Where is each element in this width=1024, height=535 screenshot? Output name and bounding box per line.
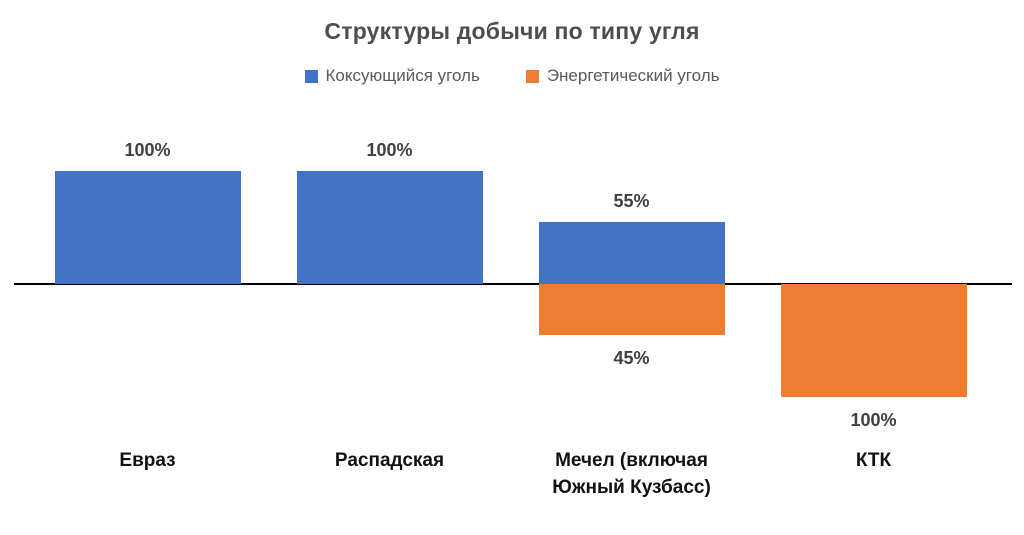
bar [538,221,725,284]
data-label: 100% [124,140,171,160]
legend-item-coking-coal: Коксующийся уголь [304,66,480,86]
legend: Коксующийся уголь Энергетический уголь [0,66,1024,86]
category-label: КТК [855,450,892,471]
bar [780,284,967,397]
legend-item-energy-coal: Энергетический уголь [525,66,720,86]
legend-swatch-coking-coal [304,69,318,83]
bar [54,171,241,284]
legend-label-coking-coal: Коксующийся уголь [325,66,480,85]
data-label: 100% [366,140,413,160]
legend-swatch-energy-coal [525,69,539,83]
data-label: 55% [613,190,650,211]
category-label: Распадская [334,450,445,471]
category-label: Мечел (включая Южный Кузбасс) [552,450,711,498]
bar [538,284,725,335]
chart-title: Структуры добычи по типу угля [324,18,700,44]
data-label: 100% [850,410,897,430]
category-label: Евраз [119,450,176,471]
data-label: 45% [613,347,650,368]
legend-label-energy-coal: Энергетический уголь [546,66,720,85]
x-axis-line [14,283,1012,285]
bar [296,171,483,284]
